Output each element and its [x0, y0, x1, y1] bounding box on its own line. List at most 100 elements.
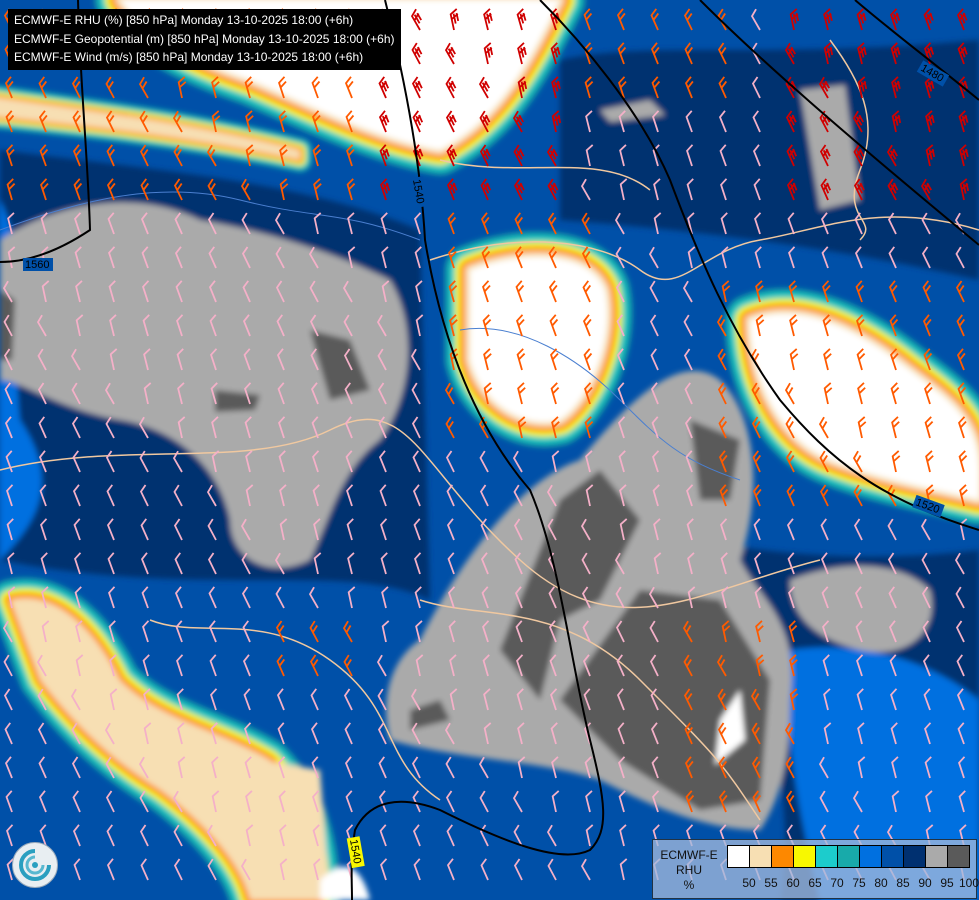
wind-barb — [377, 382, 387, 405]
wind-barb — [346, 178, 356, 201]
wind-barb — [956, 314, 966, 337]
wind-barb — [823, 722, 832, 745]
wind-barb — [342, 620, 353, 643]
wind-barb — [139, 484, 149, 507]
wind-barb — [3, 348, 13, 371]
wind-barb — [343, 314, 353, 337]
wind-barb — [753, 178, 761, 201]
wind-barb — [483, 382, 493, 405]
wind-barb — [5, 450, 13, 473]
contour-label: 1560 — [25, 259, 49, 271]
wind-barb — [546, 144, 558, 167]
wind-barb — [890, 348, 899, 371]
wind-barb — [379, 484, 387, 507]
wind-barb — [684, 756, 694, 779]
wind-barb — [650, 8, 660, 31]
wind-barb — [380, 552, 388, 575]
wind-barb — [921, 212, 931, 235]
wind-barb — [279, 824, 287, 847]
wind-barb — [785, 450, 795, 473]
wind-barb — [615, 586, 625, 609]
wind-barb — [445, 416, 455, 439]
wind-barb — [650, 688, 659, 711]
wind-barb — [446, 858, 455, 881]
wind-barb — [379, 144, 390, 167]
wind-barb — [345, 450, 353, 473]
wind-barb — [40, 552, 48, 575]
wind-barb — [38, 790, 47, 813]
wind-barb — [718, 76, 728, 99]
wind-barb — [721, 280, 731, 303]
wind-barb — [140, 178, 150, 201]
wind-barb — [143, 722, 152, 745]
wind-barb — [857, 76, 868, 99]
legend-swatch — [860, 846, 882, 867]
wind-barb — [480, 552, 489, 575]
wind-barb — [719, 484, 729, 507]
wind-barb — [551, 790, 560, 813]
wind-barb — [517, 382, 526, 405]
wind-barb — [718, 790, 728, 813]
wind-barb — [717, 688, 727, 711]
wind-barb — [275, 280, 285, 303]
wind-barb — [922, 654, 931, 677]
wind-barb — [107, 552, 115, 575]
wind-barb — [857, 722, 865, 745]
legend-swatch — [882, 846, 904, 867]
wind-barb — [376, 314, 387, 337]
wind-barb — [411, 756, 421, 779]
wind-barb — [551, 110, 562, 133]
wind-barb — [177, 76, 187, 99]
wind-barb — [72, 144, 82, 167]
wind-barb — [109, 654, 117, 677]
wind-barb — [173, 824, 183, 847]
wind-barb — [312, 484, 320, 507]
wind-barb — [789, 8, 800, 31]
wind-barb — [819, 450, 829, 473]
wind-barb — [854, 586, 863, 609]
wind-barb — [888, 586, 897, 609]
wind-barb — [70, 688, 81, 711]
wind-barb — [207, 212, 217, 235]
wind-barb — [378, 416, 387, 439]
wind-barb — [548, 280, 558, 303]
wind-barb — [479, 790, 489, 813]
wind-barb — [106, 484, 115, 507]
wind-barb — [380, 178, 391, 201]
wind-barb — [888, 280, 898, 303]
wind-barb — [854, 212, 863, 235]
wind-barb — [380, 518, 388, 541]
wind-barb — [891, 76, 901, 99]
wind-barb — [207, 518, 217, 541]
wind-barb — [209, 654, 217, 677]
wind-barb — [210, 382, 218, 405]
wind-barb — [278, 450, 286, 473]
wind-barb — [413, 518, 421, 541]
wind-barb — [752, 110, 761, 133]
wind-barb — [614, 212, 625, 235]
wind-barb — [276, 314, 285, 337]
wind-barb — [550, 688, 558, 711]
legend-tick: 65 — [808, 876, 822, 890]
wind-barb — [891, 110, 902, 133]
wind-barb — [275, 586, 285, 609]
wind-barb — [653, 518, 661, 541]
wind-barb — [955, 620, 965, 643]
wind-barb — [650, 348, 659, 371]
wind-barb — [517, 42, 527, 65]
wind-barb — [818, 416, 829, 439]
wind-barb — [547, 858, 557, 881]
wind-barb — [649, 280, 659, 303]
wind-barb — [104, 382, 115, 405]
wind-barb — [649, 314, 659, 337]
wind-barb — [513, 178, 525, 201]
wind-barb — [517, 756, 526, 779]
wind-barb — [381, 620, 390, 643]
wind-barb — [310, 348, 319, 371]
wind-barb — [312, 144, 322, 167]
wind-barb — [683, 8, 693, 31]
wind-barb — [138, 416, 149, 439]
wind-barb — [857, 42, 867, 65]
wind-barb — [242, 280, 251, 303]
